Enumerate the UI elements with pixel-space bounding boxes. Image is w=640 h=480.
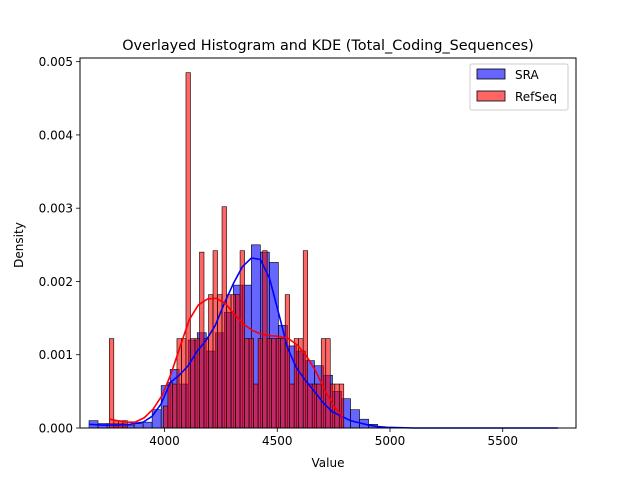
refseq-bar xyxy=(284,294,290,429)
refseq-bar xyxy=(253,383,259,429)
refseq-bar xyxy=(244,338,250,429)
refseq-bar xyxy=(163,405,169,429)
refseq-bar xyxy=(226,294,232,429)
axes-frame xyxy=(79,57,577,429)
x-tick-label: 4500 xyxy=(262,434,293,448)
refseq-bar xyxy=(172,383,178,429)
refseq-kde-line xyxy=(109,297,344,423)
legend-label-refseq: RefSeq xyxy=(515,90,557,104)
sra-bar xyxy=(151,409,162,429)
y-tick-label: 0.000 xyxy=(39,422,73,436)
refseq-bar xyxy=(221,206,227,429)
refseq-bar xyxy=(185,72,191,429)
legend-swatch-sra xyxy=(476,68,506,80)
x-tick-label: 5000 xyxy=(375,434,406,448)
refseq-bar xyxy=(316,383,322,429)
legend-swatch-refseq xyxy=(476,90,506,102)
refseq-bar xyxy=(289,383,295,429)
refseq-bar xyxy=(334,383,340,429)
y-tick-label: 0.005 xyxy=(39,55,73,69)
refseq-bar xyxy=(190,338,196,429)
sra-bar xyxy=(350,409,360,429)
refseq-bar xyxy=(275,338,281,429)
refseq-bar xyxy=(248,338,254,429)
refseq-bar xyxy=(181,338,187,429)
x-axis-label: Value xyxy=(312,456,345,470)
y-axis-label: Density xyxy=(12,222,26,268)
y-tick-label: 0.003 xyxy=(39,202,73,216)
refseq-bar xyxy=(338,383,345,429)
sra-bar xyxy=(133,423,144,429)
refseq-bar xyxy=(293,338,299,429)
refseq-bar xyxy=(271,338,277,429)
refseq-bar xyxy=(239,250,245,429)
x-axis: 4000 4500 5000 5500 xyxy=(149,428,518,448)
x-tick-label: 5500 xyxy=(487,434,518,448)
y-tick-label: 0.001 xyxy=(39,348,73,362)
refseq-bar xyxy=(266,338,272,429)
legend: SRA RefSeq xyxy=(469,63,569,111)
refseq-bar xyxy=(212,250,218,429)
sra-bar xyxy=(142,421,153,429)
refseq-bar xyxy=(257,338,263,429)
refseq-bar xyxy=(280,338,286,429)
y-tick-label: 0.004 xyxy=(39,128,73,142)
chart-title: Overlayed Histogram and KDE (Total_Codin… xyxy=(122,38,534,54)
refseq-bar xyxy=(302,250,309,429)
legend-label-sra: SRA xyxy=(515,68,539,82)
refseq-bar xyxy=(307,383,313,429)
y-axis: 0.000 0.001 0.002 0.003 0.004 0.005 xyxy=(39,55,80,436)
refseq-bar xyxy=(208,294,214,429)
refseq-bar xyxy=(262,250,268,429)
refseq-bar xyxy=(199,251,205,429)
refseq-bar xyxy=(235,294,241,429)
y-tick-label: 0.002 xyxy=(39,275,73,289)
x-tick-label: 4000 xyxy=(149,434,180,448)
refseq-bar xyxy=(203,338,209,429)
refseq-bar xyxy=(325,338,331,429)
refseq-bar xyxy=(167,382,173,429)
refseq-bar xyxy=(109,338,115,429)
